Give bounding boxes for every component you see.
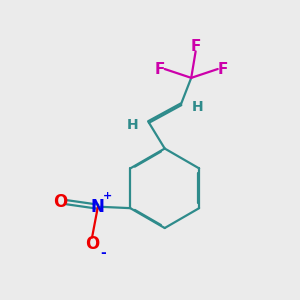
Text: F: F: [190, 39, 201, 54]
Text: O: O: [85, 235, 99, 253]
Text: O: O: [53, 193, 68, 211]
Text: H: H: [127, 118, 138, 132]
Text: F: F: [218, 61, 228, 76]
Text: -: -: [100, 246, 106, 260]
Text: N: N: [91, 198, 105, 216]
Text: H: H: [191, 100, 203, 114]
Text: +: +: [103, 191, 112, 201]
Text: F: F: [154, 61, 165, 76]
